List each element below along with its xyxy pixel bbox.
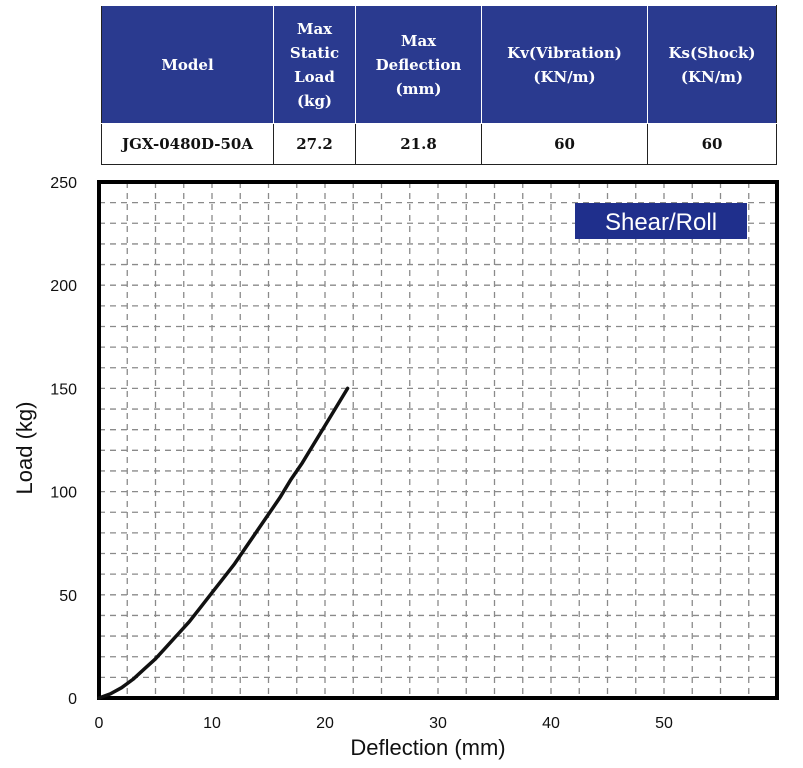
x-tick-label: 20 (316, 715, 334, 732)
header-model: Model (101, 5, 274, 124)
cell-model: JGX-0480D-50A (101, 123, 274, 165)
y-axis-title: Load (kg) (12, 402, 37, 495)
legend: Shear/Roll (575, 203, 747, 239)
y-tick-label: 250 (50, 175, 77, 192)
cell-kv-vibration: 60 (481, 123, 648, 165)
y-tick-label: 150 (50, 381, 77, 398)
grid (99, 182, 777, 698)
y-tick-label: 50 (59, 588, 77, 605)
y-tick-label: 100 (50, 485, 77, 502)
x-tick-label: 30 (429, 715, 447, 732)
x-tick-label: 10 (203, 715, 221, 732)
cell-ks-shock: 60 (647, 123, 777, 165)
spec-data-row: JGX-0480D-50A 27.2 21.8 60 60 (101, 123, 777, 165)
header-max-deflection: Max Deflection (mm) (355, 5, 482, 124)
spec-header-row: Model Max Static Load (kg) Max Deflectio… (101, 5, 777, 124)
cell-max-deflection: 21.8 (355, 123, 482, 165)
header-ks-shock: Ks(Shock) (KN/m) (647, 5, 777, 124)
spec-table: Model Max Static Load (kg) Max Deflectio… (101, 5, 777, 165)
x-axis-title: Deflection (mm) (350, 735, 505, 760)
plot-frame (97, 180, 779, 700)
legend-label: Shear/Roll (605, 209, 717, 236)
cell-max-static-load: 27.2 (273, 123, 356, 165)
y-tick-label: 200 (50, 278, 77, 295)
x-tick-label: 40 (542, 715, 560, 732)
y-tick-label: 0 (68, 691, 77, 708)
load-deflection-chart: 0 10 20 30 40 50 0 50 100 150 200 250 Shear/Roll De… (12, 175, 779, 760)
x-tick-label: 50 (655, 715, 673, 732)
header-kv-vibration: Kv(Vibration) (KN/m) (481, 5, 648, 124)
tick-labels: 0 10 20 30 40 50 0 50 100 150 200 250 (50, 175, 673, 732)
x-tick-label: 0 (95, 715, 104, 732)
series-line-shear-roll (97, 386, 350, 700)
header-max-static-load: Max Static Load (kg) (273, 5, 356, 124)
legend-box (575, 203, 747, 239)
